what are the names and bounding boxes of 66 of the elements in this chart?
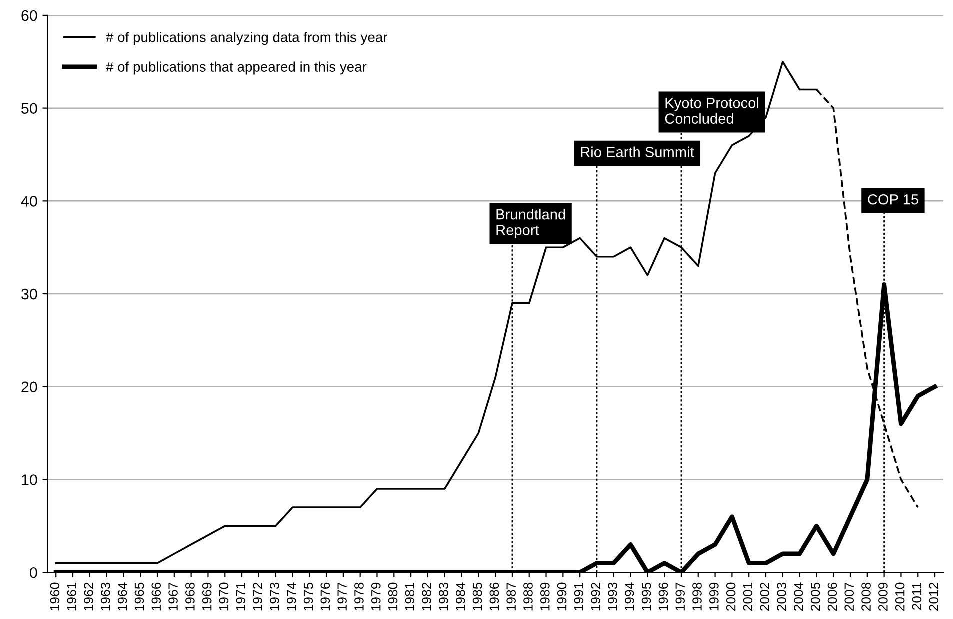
x-tick-label: 1996 xyxy=(658,582,668,611)
x-tick-label: 1973 xyxy=(270,582,280,611)
x-tick-label: 1998 xyxy=(692,582,702,611)
x-tick-label: 1992 xyxy=(591,582,601,611)
x-tick-label: 1983 xyxy=(439,582,448,611)
x-tick-label: 1989 xyxy=(540,582,550,611)
x-tick-label: 1991 xyxy=(574,582,584,611)
ref-line-label: Brundtland Report xyxy=(496,209,566,238)
x-tick-label: 2006 xyxy=(828,582,838,611)
x-tick-label: 1980 xyxy=(388,582,398,611)
x-tick-label: 2005 xyxy=(810,582,820,611)
x-tick-label: 1974 xyxy=(286,582,296,611)
y-tick-label: 40 xyxy=(21,196,38,207)
x-tick-label: 1994 xyxy=(624,582,634,611)
x-tick-label: 1988 xyxy=(524,582,533,611)
x-tick-label: 1995 xyxy=(642,582,652,611)
y-tick-label: 50 xyxy=(22,103,38,114)
x-tick-label: 1961 xyxy=(67,582,77,611)
x-tick-label: 2010 xyxy=(895,582,905,611)
x-tick-label: 1972 xyxy=(253,582,262,611)
ref-line-label: Kyoto Protocol Concluded xyxy=(665,98,758,124)
x-tick-label: 2011 xyxy=(912,582,922,610)
x-tick-label: 1975 xyxy=(304,582,314,611)
x-tick-label: 1967 xyxy=(168,582,178,611)
x-tick-label: 1970 xyxy=(219,582,229,611)
x-tick-label: 1981 xyxy=(405,582,415,611)
x-tick-label: 1978 xyxy=(354,582,364,611)
y-tick-label: 20 xyxy=(22,382,38,393)
x-tick-label: 2008 xyxy=(862,582,871,611)
x-tick-label: 1971 xyxy=(236,582,246,611)
x-tick-label: 1962 xyxy=(84,582,94,611)
x-tick-label: 1985 xyxy=(472,582,482,611)
x-tick-label: 2000 xyxy=(726,582,736,611)
x-tick-label: 2001 xyxy=(743,582,753,611)
x-tick-label: 2004 xyxy=(794,582,804,611)
y-tick-label: 10 xyxy=(22,474,38,486)
x-tick-label: 1977 xyxy=(338,582,347,611)
x-tick-label: 1968 xyxy=(186,582,195,611)
x-tick-label: 1982 xyxy=(422,582,432,611)
legend-label: # of publications that appeared in this year xyxy=(106,62,367,75)
x-tick-label: 1987 xyxy=(506,582,516,611)
x-tick-label: 1993 xyxy=(608,582,618,611)
ref-line-label: COP 15 xyxy=(868,194,918,205)
y-tick-label: 30 xyxy=(22,288,38,300)
x-tick-label: 2002 xyxy=(760,582,770,611)
x-tick-label: 1976 xyxy=(320,582,330,611)
x-tick-label: 2009 xyxy=(878,582,888,611)
x-tick-label: 1965 xyxy=(134,582,144,611)
x-tick-label: 1997 xyxy=(676,582,686,611)
legend-label: # of publications analyzing data from this year xyxy=(106,32,388,46)
x-tick-label: 1990 xyxy=(557,582,567,611)
x-tick-label: 1966 xyxy=(152,582,162,611)
x-tick-label: 2007 xyxy=(844,582,854,611)
x-tick-label: 1984 xyxy=(456,582,466,611)
x-tick-label: 1986 xyxy=(490,582,500,611)
x-tick-label: 1979 xyxy=(371,582,381,611)
x-tick-label: 2012 xyxy=(929,582,939,611)
x-tick-label: 1999 xyxy=(709,582,719,611)
y-tick-label: 0 xyxy=(30,567,38,578)
x-tick-label: 1969 xyxy=(202,582,212,611)
ref-line-label: Rio Earth Summit xyxy=(581,146,694,158)
y-tick-label: 60 xyxy=(22,10,38,22)
x-tick-label: 1960 xyxy=(50,582,60,611)
x-tick-label: 1963 xyxy=(101,582,110,611)
x-tick-label: 2003 xyxy=(777,582,786,611)
x-tick-label: 1964 xyxy=(118,582,128,611)
